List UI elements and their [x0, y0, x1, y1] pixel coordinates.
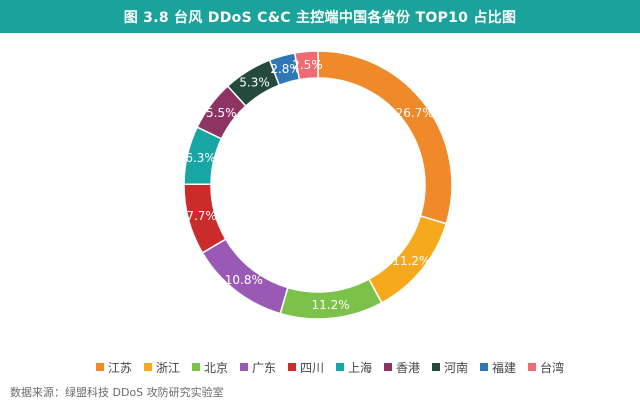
legend-swatch	[95, 363, 104, 371]
legend-item: 台湾	[528, 359, 564, 376]
slice-data-label: 5.3%	[239, 76, 270, 90]
legend-label: 四川	[299, 360, 324, 375]
legend-label: 广东	[251, 360, 276, 375]
legend-item: 广东	[239, 359, 276, 376]
legend-label: 浙江	[155, 360, 180, 375]
slice-data-label: 2.5%	[292, 58, 323, 72]
slice-data-label: 7.7%	[186, 209, 217, 223]
slice-data-label: 5.5%	[206, 106, 237, 120]
legend-item: 香港	[384, 359, 420, 376]
slice-data-label: 11.2%	[392, 254, 430, 268]
legend-label: 北京	[203, 360, 228, 375]
legend-label: 福建	[492, 360, 517, 375]
legend-swatch	[191, 363, 200, 371]
legend-swatch	[336, 363, 344, 371]
slice-data-label: 26.7%	[396, 106, 434, 120]
donut-slice	[293, 50, 319, 81]
legend-label: 上海	[348, 360, 373, 375]
legend-swatch	[287, 363, 296, 371]
donut-chart-area: 26.7% 11.2% 11.2% 10.8% 7.7% 6.3% 5.5% 5.3% 2.8%…	[0, 33, 640, 353]
chart-header: 图 3.8 台风 DDoS C&C 主控端中国各省份 TOP10 占比图	[0, 0, 640, 33]
legend-swatch	[528, 363, 537, 371]
legend-label: 河南	[444, 360, 469, 375]
donut-slice	[317, 50, 453, 225]
legend-item: 江苏	[95, 359, 132, 376]
chart-title: 图 3.8 台风 DDoS C&C 主控端中国各省份 TOP10 占比图	[123, 9, 517, 26]
slice-data-label: 6.3%	[185, 151, 216, 165]
legend-label: 香港	[396, 360, 421, 375]
legend-swatch	[143, 363, 152, 371]
legend-item: 四川	[287, 359, 324, 376]
slice-data-label: 2.8%	[270, 62, 301, 76]
slice-data-label: 11.2%	[312, 298, 350, 312]
chart-legend: 江苏 浙江 北京 广东 四川 上海 香港 河南 福建 台湾	[95, 356, 564, 378]
slice-data-label: 10.8%	[225, 273, 263, 287]
legend-swatch	[480, 363, 489, 371]
donut-chart: 26.7% 11.2% 11.2% 10.8% 7.7% 6.3% 5.5% 5.3%2.8%…	[183, 50, 453, 320]
data-source-note: 数据来源：绿盟科技 DDoS 攻防研究实验室	[10, 386, 224, 399]
legend-swatch	[384, 363, 393, 371]
legend-item: 上海	[336, 359, 372, 376]
legend-swatch	[239, 363, 248, 371]
legend-swatch	[432, 363, 441, 371]
legend-item: 浙江	[143, 359, 180, 376]
legend-label: 江苏	[107, 360, 132, 375]
legend-item: 福建	[480, 359, 516, 376]
legend-label: 台湾	[540, 360, 565, 375]
legend-item: 河南	[432, 359, 468, 376]
legend-item: 北京	[191, 359, 228, 376]
